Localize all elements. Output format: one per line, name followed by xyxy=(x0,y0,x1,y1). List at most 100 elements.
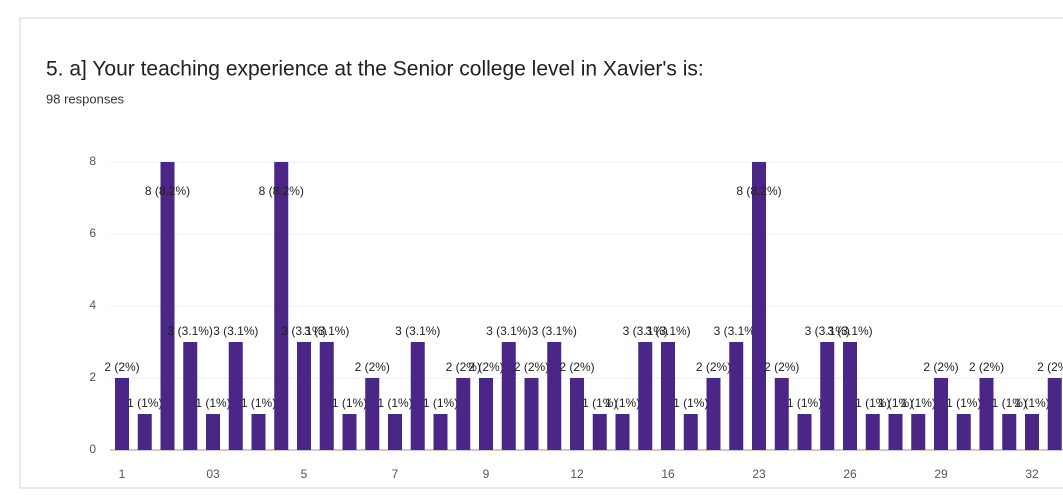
bar xyxy=(570,378,584,450)
data-label: 2 (2%) xyxy=(355,360,390,374)
bar xyxy=(206,414,220,450)
x-tick-label: 23 xyxy=(752,467,766,481)
data-label: 2 (2%) xyxy=(104,360,139,374)
x-tick-label: 9 xyxy=(483,467,490,481)
data-label: 1 (1%) xyxy=(377,396,412,410)
chart-subtitle: 98 responses xyxy=(46,91,125,106)
bar xyxy=(752,162,766,450)
data-label: 1 (1%) xyxy=(195,396,230,410)
data-label: 2 (2%) xyxy=(969,360,1004,374)
chart-title: 5. a] Your teaching experience at the Se… xyxy=(46,58,704,81)
data-label: 3 (3.1%) xyxy=(281,324,326,338)
bar xyxy=(433,414,448,450)
data-label: 1 (1%) xyxy=(901,396,936,410)
y-tick-label: 0 xyxy=(89,442,96,456)
data-label: 2 (2%) xyxy=(1037,360,1063,374)
bar xyxy=(297,342,311,450)
bar xyxy=(638,342,653,450)
data-label: 8 (8.2%) xyxy=(736,184,781,198)
data-label: 3 (3.1%) xyxy=(168,324,213,338)
bar xyxy=(456,378,471,450)
data-label: 2 (2%) xyxy=(559,360,594,374)
data-label: 1 (1%) xyxy=(673,396,708,410)
bar xyxy=(661,342,675,450)
bar xyxy=(615,414,630,450)
bar xyxy=(479,378,493,450)
bar xyxy=(956,414,971,450)
data-label: 2 (2%) xyxy=(514,360,549,374)
data-label: 3 (3.1%) xyxy=(714,324,759,338)
bar xyxy=(137,414,152,450)
bar xyxy=(115,378,129,450)
bar xyxy=(160,162,175,450)
data-label: 1 (1%) xyxy=(1014,396,1049,410)
bar xyxy=(319,342,334,450)
data-label: 2 (2%) xyxy=(923,360,958,374)
bar xyxy=(228,342,243,450)
data-label: 1 (1%) xyxy=(582,396,617,410)
data-label: 2 (2%) xyxy=(696,360,731,374)
bar xyxy=(865,414,880,450)
card xyxy=(19,17,1063,489)
x-tick-label: 16 xyxy=(661,467,675,481)
data-label: 3 (3.1%) xyxy=(486,324,531,338)
data-label: 2 (2%) xyxy=(764,360,799,374)
bar xyxy=(592,414,607,450)
data-label: 1 (1%) xyxy=(855,396,890,410)
bar xyxy=(706,378,721,450)
bar xyxy=(365,378,380,450)
data-label: 3 (3.1%) xyxy=(645,324,690,338)
x-tick-label: 1 xyxy=(119,467,126,481)
data-label: 1 (1%) xyxy=(127,396,162,410)
y-tick-label: 2 xyxy=(89,370,96,384)
y-tick-label: 4 xyxy=(89,298,96,312)
bar xyxy=(683,414,698,450)
bar xyxy=(774,378,789,450)
data-label: 3 (3.1%) xyxy=(805,324,850,338)
bar xyxy=(843,342,857,450)
x-tick-label: 12 xyxy=(570,467,584,481)
x-tick-label: 7 xyxy=(392,467,399,481)
x-tick-label: 32 xyxy=(1025,467,1039,481)
bar xyxy=(797,414,812,450)
x-tick-label: 29 xyxy=(934,467,948,481)
data-label: 2 (2%) xyxy=(446,360,481,374)
data-label: 1 (1%) xyxy=(992,396,1027,410)
data-label: 1 (1%) xyxy=(605,396,640,410)
bar xyxy=(524,378,539,450)
data-label: 2 (2%) xyxy=(468,360,503,374)
data-label: 3 (3.1%) xyxy=(304,324,349,338)
data-label: 1 (1%) xyxy=(878,396,913,410)
bar xyxy=(1047,378,1062,450)
bar xyxy=(1025,414,1039,450)
bar xyxy=(501,342,516,450)
bar xyxy=(342,414,357,450)
bar xyxy=(547,342,562,450)
bar xyxy=(979,378,994,450)
bar xyxy=(410,342,425,450)
bar xyxy=(820,342,835,450)
y-tick-label: 6 xyxy=(89,226,96,240)
bar xyxy=(274,162,289,450)
bar xyxy=(183,342,198,450)
data-label: 3 (3.1%) xyxy=(827,324,872,338)
x-tick-label: 03 xyxy=(206,467,220,481)
data-label: 8 (8.2%) xyxy=(259,184,304,198)
data-label: 1 (1%) xyxy=(423,396,458,410)
bar xyxy=(911,414,926,450)
y-tick-label: 8 xyxy=(89,154,96,168)
data-label: 3 (3.1%) xyxy=(213,324,258,338)
bar xyxy=(251,414,266,450)
bar xyxy=(934,378,948,450)
bar xyxy=(1002,414,1017,450)
data-label: 1 (1%) xyxy=(787,396,822,410)
bar xyxy=(729,342,744,450)
x-tick-label: 26 xyxy=(843,467,857,481)
data-label: 3 (3.1%) xyxy=(623,324,668,338)
data-label: 8 (8.2%) xyxy=(145,184,190,198)
bar xyxy=(888,414,903,450)
data-label: 1 (1%) xyxy=(332,396,367,410)
data-label: 3 (3.1%) xyxy=(532,324,577,338)
